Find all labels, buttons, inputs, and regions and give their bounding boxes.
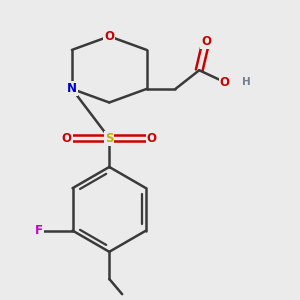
Text: N: N	[67, 82, 77, 95]
Text: O: O	[104, 30, 114, 43]
Text: O: O	[220, 76, 230, 88]
Text: H: H	[242, 77, 251, 87]
Text: O: O	[201, 35, 211, 48]
Text: S: S	[105, 132, 113, 145]
Text: O: O	[147, 132, 157, 145]
Text: O: O	[62, 132, 72, 145]
Text: F: F	[34, 224, 43, 237]
